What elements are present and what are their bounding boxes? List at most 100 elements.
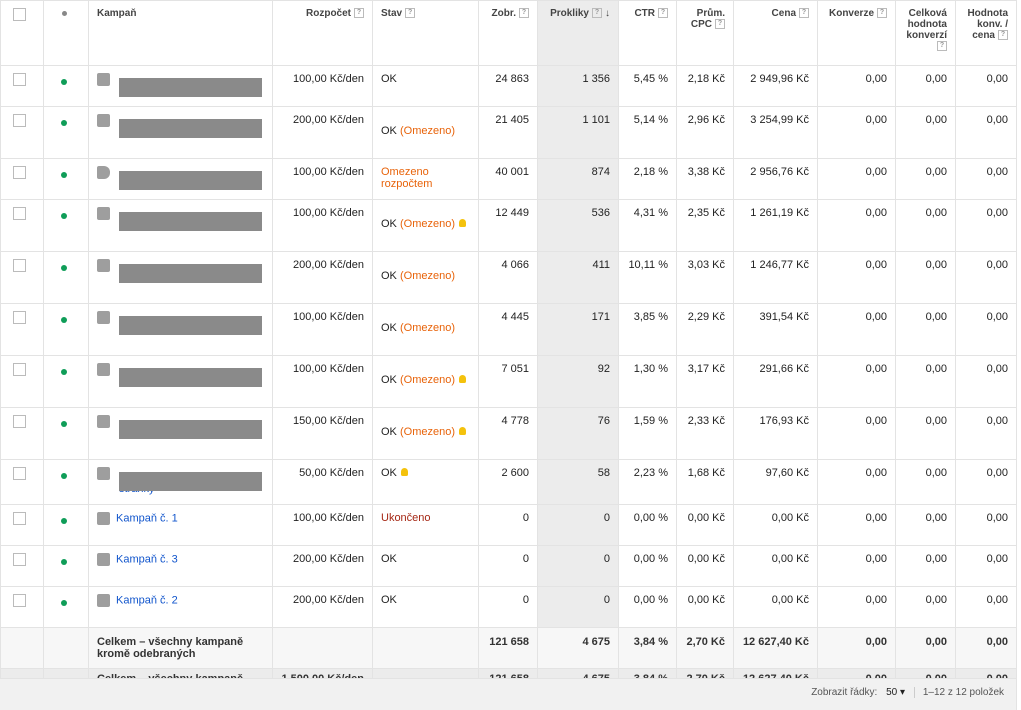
- tip-bulb[interactable]: [459, 427, 466, 435]
- campaign-name[interactable]: Kampaň č. 2: [116, 595, 178, 607]
- tip-bulb[interactable]: [459, 375, 466, 383]
- rows-select[interactable]: 50 ▾: [886, 687, 905, 698]
- metric: 0,00: [896, 252, 956, 304]
- campaign-icon: [97, 73, 110, 86]
- metric: 12 449: [479, 200, 538, 252]
- status-dot: [61, 369, 67, 375]
- tip-bulb[interactable]: [459, 219, 466, 227]
- metric: 0,00: [896, 107, 956, 159]
- dot-cell: [44, 304, 89, 356]
- select-all[interactable]: [1, 1, 44, 66]
- status: Ukončeno: [381, 512, 441, 524]
- row-checkbox[interactable]: [13, 259, 26, 272]
- campaign-name[interactable]: Kampaň č. 1: [116, 513, 178, 525]
- tip-bulb[interactable]: [401, 468, 408, 476]
- campaign-cell: Kampaň č. 1: [89, 505, 273, 546]
- status-dot: [61, 172, 67, 178]
- help-icon: ?: [937, 41, 947, 51]
- status: OK: [381, 467, 397, 479]
- metric: 0,00 Kč: [734, 587, 818, 628]
- campaign-cell: [89, 304, 273, 356]
- status: OK: [381, 594, 397, 606]
- row-checkbox[interactable]: [13, 512, 26, 525]
- budget: 200,00 Kč/den: [273, 546, 373, 587]
- metric: 0,00: [818, 107, 896, 159]
- row-checkbox[interactable]: [13, 415, 26, 428]
- column-header[interactable]: Hodnota konv. / cena?: [956, 1, 1017, 66]
- metric: 4 778: [479, 408, 538, 460]
- metric: 0,00: [818, 252, 896, 304]
- status-note: (Omezeno): [400, 218, 455, 230]
- metric: 3 254,99 Kč: [734, 107, 818, 159]
- checkbox-cell: [1, 408, 44, 460]
- status-note: (Omezeno): [400, 322, 455, 334]
- metric: 176,93 Kč: [734, 408, 818, 460]
- metric: 2 949,96 Kč: [734, 66, 818, 107]
- column-header[interactable]: Cena?: [734, 1, 818, 66]
- metric: 3,17 Kč: [677, 356, 734, 408]
- campaign-icon: [97, 166, 110, 179]
- help-icon: ?: [354, 8, 364, 18]
- metric: 2 600: [479, 460, 538, 505]
- checkbox-cell: [1, 159, 44, 200]
- redaction: [119, 316, 262, 335]
- status: OK: [381, 374, 397, 386]
- column-title: CTR: [634, 8, 655, 19]
- status: Omezeno rozpočtem: [381, 166, 441, 190]
- pagination: Zobrazit řádky: 50 ▾ 1–12 z 12 položek: [0, 678, 1016, 710]
- metric: 4 445: [479, 304, 538, 356]
- metric: 3,38 Kč: [677, 159, 734, 200]
- metric: 0,00 %: [619, 505, 677, 546]
- column-header[interactable]: CTR?: [619, 1, 677, 66]
- row-checkbox[interactable]: [13, 207, 26, 220]
- redaction: [119, 472, 262, 491]
- campaign-name[interactable]: Kampaň č. 3: [116, 554, 178, 566]
- budget: 100,00 Kč/den: [273, 505, 373, 546]
- column-header[interactable]: Celková hodnota konverzí?: [896, 1, 956, 66]
- column-header[interactable]: Kampaň: [89, 1, 273, 66]
- row-checkbox[interactable]: [13, 594, 26, 607]
- campaign: [97, 114, 264, 144]
- total-metric: 4 675: [538, 628, 619, 669]
- campaign: Kampaň č. 1: [97, 512, 264, 542]
- redaction: [119, 264, 262, 283]
- column-header[interactable]: Rozpočet?: [273, 1, 373, 66]
- row-checkbox[interactable]: [13, 553, 26, 566]
- dot-cell: [44, 587, 89, 628]
- budget: 200,00 Kč/den: [273, 252, 373, 304]
- metric: 0,00: [818, 304, 896, 356]
- metric: 1,68 Kč: [677, 460, 734, 505]
- metric: 7 051: [479, 356, 538, 408]
- column-header[interactable]: Stav?: [373, 1, 479, 66]
- column-title: Celková hodnota konverzí: [906, 8, 947, 41]
- campaign: [97, 166, 264, 196]
- row-checkbox[interactable]: [13, 467, 26, 480]
- metric: 40 001: [479, 159, 538, 200]
- checkbox-cell: [1, 460, 44, 505]
- campaign-cell: stránky: [89, 460, 273, 505]
- campaign-icon: [97, 415, 110, 428]
- row-checkbox[interactable]: [13, 166, 26, 179]
- column-title: Cena: [772, 8, 796, 19]
- dot-cell: [44, 159, 89, 200]
- column-header[interactable]: Zobr.?: [479, 1, 538, 66]
- status-dot: [61, 265, 67, 271]
- help-icon: ?: [715, 19, 725, 29]
- column-header[interactable]: Prům. CPC?: [677, 1, 734, 66]
- checkbox-cell: [1, 107, 44, 159]
- metric: 0,00: [818, 460, 896, 505]
- column-header[interactable]: Prokliky?↓: [538, 1, 619, 66]
- metric: 2,33 Kč: [677, 408, 734, 460]
- row-checkbox[interactable]: [13, 363, 26, 376]
- row-checkbox[interactable]: [13, 73, 26, 86]
- status: OK: [381, 270, 397, 282]
- metric: 58: [538, 460, 619, 505]
- rows-value[interactable]: 50: [886, 687, 897, 698]
- status-cell: OK (Omezeno): [373, 200, 479, 252]
- column-header[interactable]: Konverze?: [818, 1, 896, 66]
- metric: 2,29 Kč: [677, 304, 734, 356]
- row-checkbox[interactable]: [13, 311, 26, 324]
- campaign-cell: [89, 159, 273, 200]
- row-checkbox[interactable]: [13, 114, 26, 127]
